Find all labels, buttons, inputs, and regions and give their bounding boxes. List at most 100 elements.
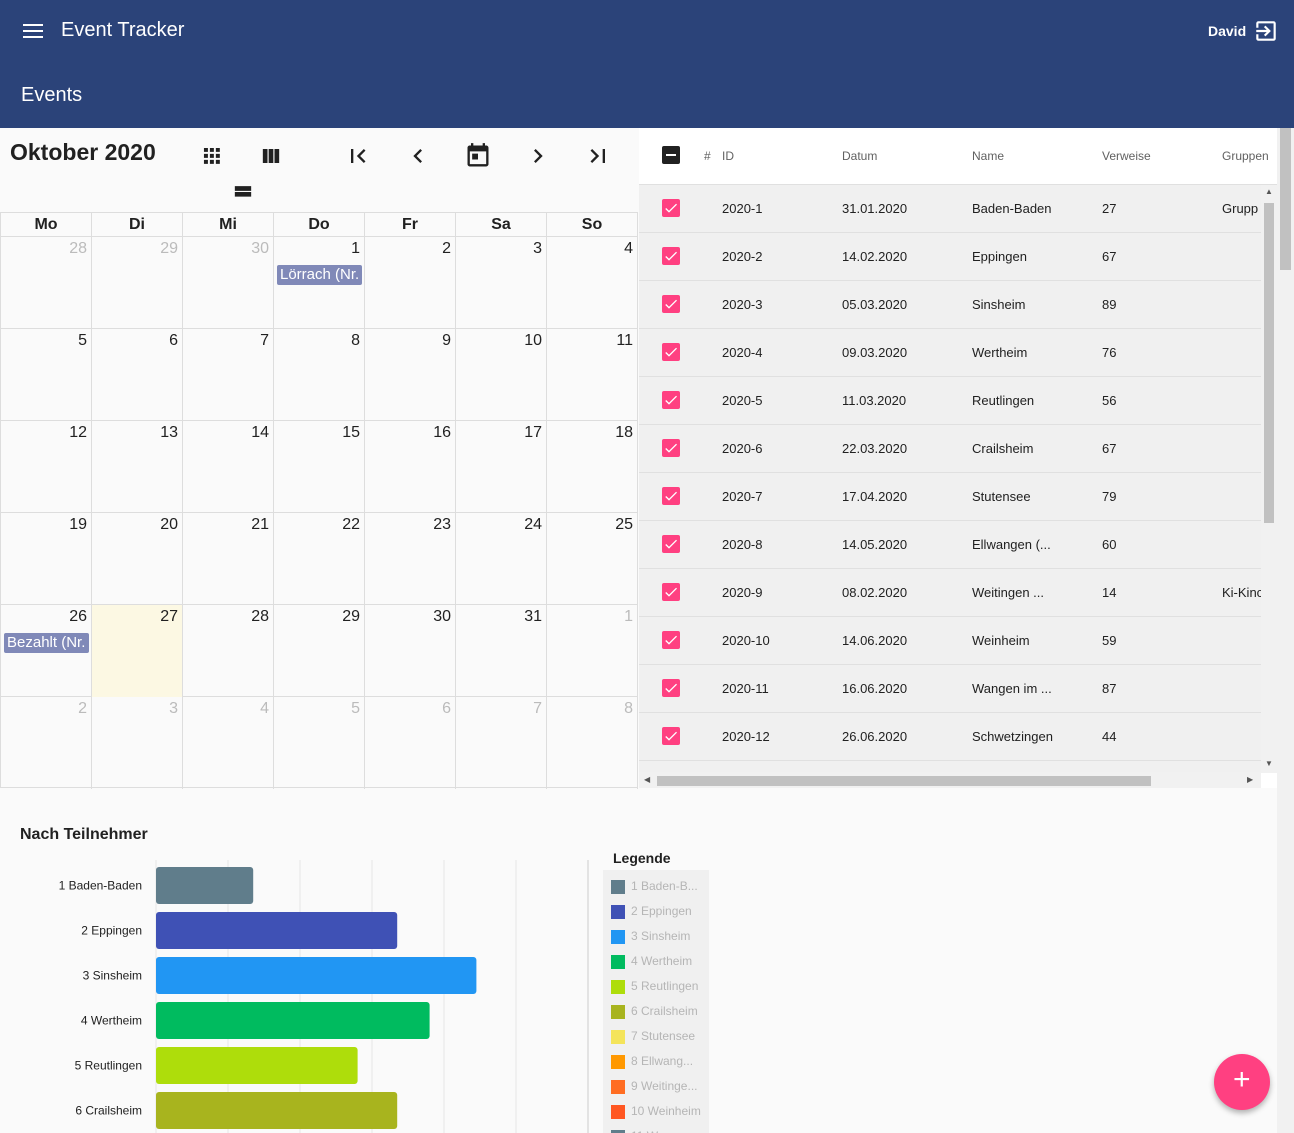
row-checkbox[interactable] — [662, 535, 680, 553]
calendar-day[interactable]: 3 — [456, 237, 547, 329]
legend-item[interactable]: 4 Wertheim — [611, 953, 709, 969]
legend-item[interactable]: 7 Stutensee — [611, 1028, 709, 1044]
calendar-day[interactable]: 29 — [274, 605, 365, 697]
calendar-day[interactable]: 22 — [274, 513, 365, 605]
calendar-day[interactable]: 9 — [365, 329, 456, 421]
table-row[interactable]: 2020-2 14.02.2020 Eppingen 67 — [639, 233, 1261, 281]
add-event-button[interactable]: + — [1214, 1054, 1270, 1110]
calendar-day[interactable]: 26 Bezahlt (Nr. — [1, 605, 92, 697]
legend-item[interactable]: 11 Wa... — [611, 1128, 709, 1133]
calendar-day[interactable]: 6 — [365, 697, 456, 789]
row-checkbox[interactable] — [662, 679, 680, 697]
calendar-day[interactable]: 25 — [547, 513, 638, 605]
calendar-day[interactable]: 7 — [183, 329, 274, 421]
legend-item[interactable]: 3 Sinsheim — [611, 928, 709, 944]
scroll-down-arrow[interactable]: ▼ — [1265, 759, 1273, 768]
bar[interactable] — [156, 1092, 398, 1129]
calendar-day[interactable]: 1 — [547, 605, 638, 697]
calendar-day[interactable]: 11 — [547, 329, 638, 421]
day-view-icon[interactable] — [229, 178, 257, 206]
calendar-day[interactable]: 21 — [183, 513, 274, 605]
calendar-day[interactable]: 4 — [183, 697, 274, 789]
legend-item[interactable]: 2 Eppingen — [611, 903, 709, 919]
row-checkbox[interactable] — [662, 727, 680, 745]
calendar-day[interactable]: 5 — [1, 329, 92, 421]
calendar-day[interactable]: 15 — [274, 421, 365, 513]
select-all-checkbox[interactable] — [662, 146, 680, 164]
calendar-day[interactable]: 7 — [456, 697, 547, 789]
calendar-day[interactable]: 20 — [92, 513, 183, 605]
table-horizontal-scrollbar[interactable]: ◀ ▶ — [639, 772, 1261, 788]
calendar-day[interactable]: 30 — [183, 237, 274, 329]
calendar-day[interactable]: 6 — [92, 329, 183, 421]
row-checkbox[interactable] — [662, 247, 680, 265]
table-vertical-scrollbar[interactable]: ▲ ▼ — [1261, 185, 1277, 773]
calendar-day[interactable]: 8 — [274, 329, 365, 421]
row-checkbox[interactable] — [662, 391, 680, 409]
bar[interactable] — [156, 1047, 358, 1084]
calendar-day[interactable]: 5 — [274, 697, 365, 789]
next-icon[interactable] — [524, 142, 552, 170]
row-checkbox[interactable] — [662, 487, 680, 505]
column-header-id[interactable]: ID — [722, 149, 734, 163]
previous-icon[interactable] — [404, 142, 432, 170]
bar[interactable] — [156, 957, 477, 994]
calendar-event[interactable]: Lörrach (Nr. — [277, 265, 362, 285]
calendar-day[interactable]: 4 — [547, 237, 638, 329]
column-header-gruppen[interactable]: Gruppen — [1222, 149, 1269, 163]
bar[interactable] — [156, 867, 254, 904]
calendar-day[interactable]: 1 Lörrach (Nr. — [274, 237, 365, 329]
calendar-day[interactable]: 19 — [1, 513, 92, 605]
table-row[interactable]: 2020-6 22.03.2020 Crailsheim 67 — [639, 425, 1261, 473]
user-name[interactable]: David — [1208, 23, 1247, 39]
week-view-icon[interactable] — [257, 142, 285, 170]
logout-icon[interactable] — [1253, 18, 1279, 44]
bar[interactable] — [156, 1002, 430, 1039]
table-row[interactable]: 2020-5 11.03.2020 Reutlingen 56 — [639, 377, 1261, 425]
page-scrollbar[interactable] — [1277, 128, 1294, 1133]
calendar-day[interactable]: 16 — [365, 421, 456, 513]
calendar-day[interactable]: 10 — [456, 329, 547, 421]
calendar-day[interactable]: 12 — [1, 421, 92, 513]
calendar-day[interactable]: 17 — [456, 421, 547, 513]
table-row[interactable]: 2020-8 14.05.2020 Ellwangen (... 60 — [639, 521, 1261, 569]
legend-item[interactable]: 5 Reutlingen — [611, 978, 709, 994]
table-row[interactable]: 2020-3 05.03.2020 Sinsheim 89 — [639, 281, 1261, 329]
column-header-datum[interactable]: Datum — [842, 149, 878, 163]
row-checkbox[interactable] — [662, 199, 680, 217]
table-row[interactable]: 2020-10 14.06.2020 Weinheim 59 — [639, 617, 1261, 665]
horizontal-scroll-thumb[interactable] — [657, 776, 1151, 786]
legend-item[interactable]: 8 Ellwang... — [611, 1053, 709, 1069]
scroll-left-arrow[interactable]: ◀ — [644, 775, 651, 784]
legend-item[interactable]: 10 Weinheim — [611, 1103, 709, 1119]
legend-item[interactable]: 1 Baden-B... — [611, 878, 709, 894]
calendar-day[interactable]: 3 — [92, 697, 183, 789]
calendar-day[interactable]: 2 — [365, 237, 456, 329]
today-calendar-icon[interactable] — [464, 142, 492, 170]
column-header-num[interactable]: # — [704, 149, 711, 163]
calendar-day[interactable]: 30 — [365, 605, 456, 697]
month-view-icon[interactable] — [198, 142, 226, 170]
calendar-day[interactable]: 8 — [547, 697, 638, 789]
calendar-day[interactable]: 18 — [547, 421, 638, 513]
column-header-verweise[interactable]: Verweise — [1102, 149, 1151, 163]
legend-item[interactable]: 6 Crailsheim — [611, 1003, 709, 1019]
column-header-name[interactable]: Name — [972, 149, 1005, 163]
first-page-icon[interactable] — [344, 142, 372, 170]
calendar-day[interactable]: 29 — [92, 237, 183, 329]
calendar-day[interactable]: 24 — [456, 513, 547, 605]
table-row[interactable]: 2020-7 17.04.2020 Stutensee 79 — [639, 473, 1261, 521]
calendar-day[interactable]: 28 — [183, 605, 274, 697]
scroll-right-arrow[interactable]: ▶ — [1247, 775, 1254, 784]
row-checkbox[interactable] — [662, 439, 680, 457]
row-checkbox[interactable] — [662, 631, 680, 649]
legend-item[interactable]: 9 Weitinge... — [611, 1078, 709, 1094]
bar[interactable] — [156, 912, 398, 949]
calendar-day[interactable]: 13 — [92, 421, 183, 513]
calendar-event[interactable]: Bezahlt (Nr. — [4, 633, 89, 653]
page-scroll-thumb[interactable] — [1280, 128, 1291, 270]
calendar-day[interactable]: 2 — [1, 697, 92, 789]
row-checkbox[interactable] — [662, 343, 680, 361]
row-checkbox[interactable] — [662, 295, 680, 313]
table-row[interactable]: 2020-1 31.01.2020 Baden-Baden 27 Grupp — [639, 185, 1261, 233]
